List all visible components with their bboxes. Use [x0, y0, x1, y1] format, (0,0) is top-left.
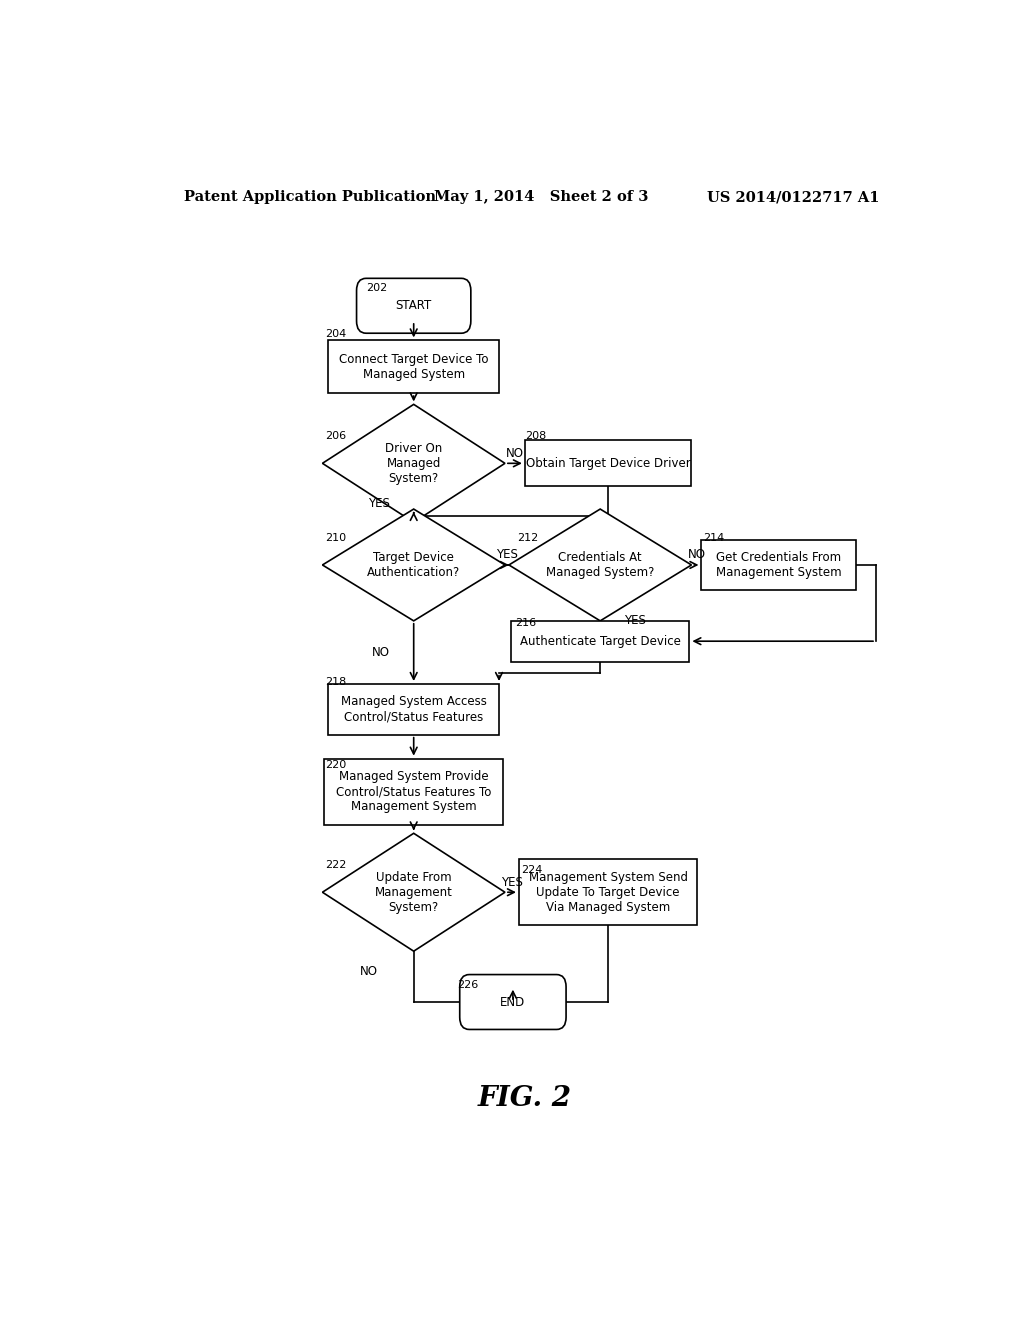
Text: Obtain Target Device Driver: Obtain Target Device Driver: [525, 457, 690, 470]
FancyBboxPatch shape: [356, 279, 471, 333]
Text: NO: NO: [506, 446, 524, 459]
Text: 202: 202: [367, 282, 387, 293]
FancyBboxPatch shape: [519, 859, 697, 925]
Text: FIG. 2: FIG. 2: [478, 1085, 571, 1111]
Text: 216: 216: [515, 618, 537, 628]
Text: Credentials At
Managed System?: Credentials At Managed System?: [546, 550, 654, 579]
FancyBboxPatch shape: [329, 341, 499, 393]
Text: 210: 210: [325, 532, 346, 543]
Text: Patent Application Publication: Patent Application Publication: [183, 190, 435, 205]
Text: 204: 204: [325, 329, 346, 339]
Polygon shape: [323, 833, 505, 952]
FancyBboxPatch shape: [511, 620, 689, 661]
Text: END: END: [501, 995, 525, 1008]
Text: US 2014/0122717 A1: US 2014/0122717 A1: [708, 190, 880, 205]
Text: NO: NO: [372, 645, 390, 659]
Text: Target Device
Authentication?: Target Device Authentication?: [367, 550, 461, 579]
Text: Managed System Provide
Control/Status Features To
Management System: Managed System Provide Control/Status Fe…: [336, 770, 492, 813]
FancyBboxPatch shape: [460, 974, 566, 1030]
Polygon shape: [509, 510, 691, 620]
Text: 206: 206: [325, 430, 346, 441]
Polygon shape: [323, 404, 505, 523]
Text: 214: 214: [703, 532, 725, 543]
Text: 226: 226: [458, 979, 478, 990]
Text: YES: YES: [496, 548, 518, 561]
FancyBboxPatch shape: [524, 441, 691, 486]
Text: START: START: [395, 300, 432, 313]
Text: Connect Target Device To
Managed System: Connect Target Device To Managed System: [339, 352, 488, 380]
Text: 220: 220: [325, 760, 346, 771]
Text: 212: 212: [517, 532, 539, 543]
Text: 222: 222: [325, 859, 346, 870]
Text: Driver On
Managed
System?: Driver On Managed System?: [385, 442, 442, 484]
Text: YES: YES: [624, 614, 646, 627]
Text: Get Credentials From
Management System: Get Credentials From Management System: [716, 550, 842, 579]
Text: Managed System Access
Control/Status Features: Managed System Access Control/Status Fea…: [341, 696, 486, 723]
Text: NO: NO: [360, 965, 378, 978]
FancyBboxPatch shape: [329, 684, 499, 735]
Text: Authenticate Target Device: Authenticate Target Device: [520, 635, 681, 648]
Text: YES: YES: [368, 496, 390, 510]
Text: 218: 218: [325, 677, 346, 686]
FancyBboxPatch shape: [325, 759, 503, 825]
Text: Update From
Management
System?: Update From Management System?: [375, 871, 453, 913]
Text: 208: 208: [524, 430, 546, 441]
Text: May 1, 2014   Sheet 2 of 3: May 1, 2014 Sheet 2 of 3: [433, 190, 648, 205]
Text: Management System Send
Update To Target Device
Via Managed System: Management System Send Update To Target …: [528, 871, 688, 913]
FancyBboxPatch shape: [701, 540, 856, 590]
Polygon shape: [323, 510, 505, 620]
Text: NO: NO: [687, 548, 706, 561]
Text: 224: 224: [521, 865, 542, 875]
Text: YES: YES: [501, 875, 523, 888]
